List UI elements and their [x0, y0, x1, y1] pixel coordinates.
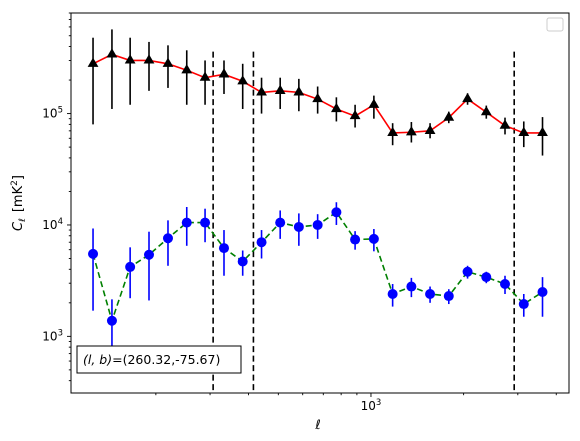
data-point [462, 266, 473, 277]
data-point [443, 291, 454, 302]
data-point [143, 54, 155, 64]
data-point [480, 105, 492, 116]
data-point [181, 64, 193, 74]
data-point [181, 217, 192, 228]
x-axis-label: ℓ [314, 418, 320, 433]
data-point [424, 124, 436, 134]
legend-box [546, 17, 564, 32]
y-axis-label-sub: ℓ [18, 218, 28, 223]
data-point [162, 233, 173, 244]
data-point [481, 272, 492, 283]
data-point [106, 48, 118, 58]
data-point [293, 221, 304, 232]
annotation-box [76, 345, 242, 374]
data-point [200, 217, 211, 228]
data-point [518, 126, 530, 137]
axes-frame [70, 12, 570, 394]
y-axis-label: Cℓ [mK2] [10, 175, 28, 231]
data-point [237, 75, 249, 85]
data-point [443, 111, 455, 121]
legend [546, 17, 564, 32]
y-axis-label-unit-post: ] [11, 175, 26, 180]
y-axis-label-unit-pre: [mK [11, 185, 26, 212]
data-marks [87, 29, 548, 393]
data-point [199, 71, 211, 81]
y-axis-label-main: C [11, 221, 26, 231]
data-point [331, 207, 342, 218]
data-point [350, 234, 361, 245]
data-point [237, 256, 248, 267]
data-point [125, 261, 136, 272]
series-2 [88, 202, 548, 362]
data-point [144, 249, 155, 260]
data-point [88, 248, 99, 259]
data-point [368, 233, 379, 244]
data-point [518, 299, 529, 310]
data-point [537, 287, 548, 298]
data-point [368, 98, 380, 108]
data-point [293, 86, 305, 96]
data-point [218, 68, 230, 78]
data-point [218, 243, 229, 254]
data-point [312, 219, 323, 230]
data-point [312, 92, 324, 103]
data-point [256, 86, 267, 96]
data-point [387, 126, 399, 137]
x-tick-label: 103 [361, 398, 382, 413]
data-point [425, 288, 436, 299]
data-point [499, 119, 511, 129]
data-point [162, 57, 174, 67]
data-point [330, 102, 342, 113]
annotation-text: (l, b)=(260.32,-75.67) [83, 352, 220, 367]
data-point [106, 315, 117, 326]
data-point [387, 288, 398, 299]
data-point [275, 217, 286, 228]
data-point [256, 237, 267, 248]
data-point [406, 281, 417, 292]
coordinate-annotation: (l, b)=(260.32,-75.67) [76, 345, 242, 374]
data-point [405, 126, 417, 136]
series-1 [87, 29, 548, 156]
y-tick-label: 103 [42, 328, 63, 343]
data-point [349, 109, 361, 120]
y-tick-label: 105 [42, 106, 63, 121]
annotation-lb-label: (l, b) [83, 352, 112, 367]
y-tick-label: 104 [42, 217, 63, 232]
y-axis-label-unit-exp: 2 [10, 180, 20, 186]
data-point [537, 126, 548, 137]
data-point [500, 279, 511, 290]
svg-text:Cℓ[mK2]: Cℓ [mK2] [10, 175, 28, 231]
data-point [124, 54, 136, 64]
data-point [462, 92, 473, 103]
data-point [274, 84, 286, 94]
data-point [87, 57, 99, 67]
annotation-value: =(260.32,-75.67) [112, 352, 220, 367]
